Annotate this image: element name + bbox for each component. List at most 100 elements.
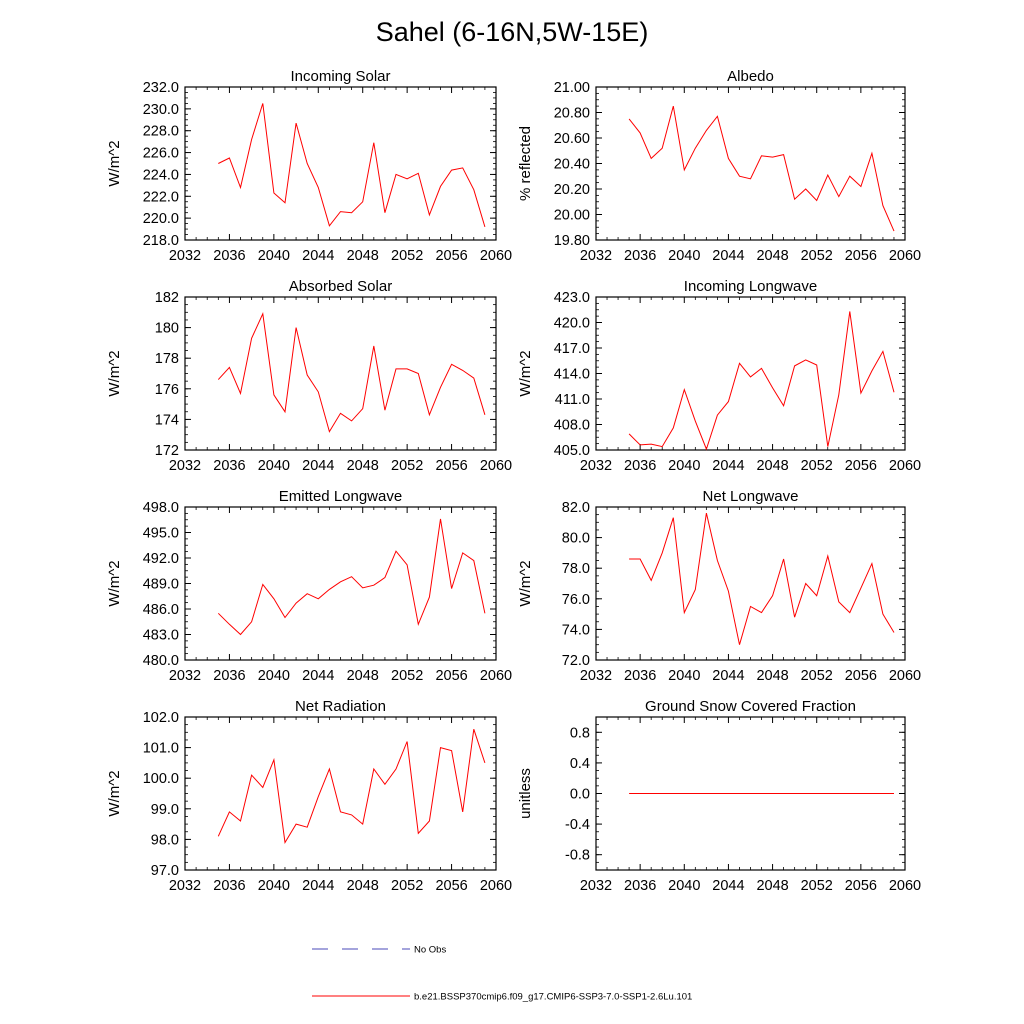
y-tick-label: 222.0 <box>143 189 179 205</box>
x-tick-label: 2044 <box>712 458 744 474</box>
y-axis-label: % reflected <box>517 126 534 201</box>
plot-frame <box>184 716 497 871</box>
chart-panel-6: Net Longwave W/m^2 2032 2036 2040 2044 2048 205… <box>517 488 921 684</box>
series-line <box>217 518 486 636</box>
y-tick-label: 19.80 <box>554 233 590 249</box>
y-tick-label: -0.4 <box>565 817 590 833</box>
y-tick-label: 483.0 <box>143 628 179 644</box>
panel-title: Albedo <box>727 68 774 85</box>
x-tick-label: 2056 <box>435 458 467 474</box>
y-tick-label: 226.0 <box>143 146 179 162</box>
plot-frame <box>595 506 906 661</box>
x-tick-label: 2036 <box>624 668 656 684</box>
x-tick-label: 2044 <box>712 248 744 264</box>
y-tick-label: 228.0 <box>143 124 179 140</box>
chart-panel-5: Emitted Longwave W/m^2 2032 2036 2040 2044 204… <box>106 488 512 684</box>
x-tick-label: 2040 <box>258 668 290 684</box>
y-tick-label: 97.0 <box>151 863 179 879</box>
y-axis-label: unitless <box>517 768 534 819</box>
y-tick-label: 172 <box>155 443 179 459</box>
y-tick-label: 420.0 <box>554 316 590 332</box>
x-tick-label: 2032 <box>169 878 201 894</box>
y-tick-label: 0.0 <box>570 787 590 803</box>
x-tick-label: 2036 <box>624 878 656 894</box>
x-tick-label: 2060 <box>480 248 512 264</box>
x-tick-label: 2040 <box>258 878 290 894</box>
y-tick-label: 174 <box>155 412 179 428</box>
x-tick-label: 2060 <box>889 248 921 264</box>
x-tick-label: 2048 <box>347 458 379 474</box>
chart-panel-8: Ground Snow Covered Fraction unitless 2032… <box>517 698 921 894</box>
y-tick-label: 495.0 <box>143 526 179 542</box>
x-tick-label: 2048 <box>347 878 379 894</box>
x-tick-label: 2032 <box>580 668 612 684</box>
y-tick-label: 411.0 <box>555 392 590 408</box>
y-tick-label: 74.0 <box>562 622 590 638</box>
y-tick-label: 417.0 <box>554 341 590 357</box>
y-tick-label: 414.0 <box>554 367 590 383</box>
x-tick-label: 2032 <box>169 248 201 264</box>
x-tick-label: 2056 <box>435 248 467 264</box>
panel-title: Incoming Longwave <box>684 278 817 295</box>
x-tick-label: 2044 <box>302 248 334 264</box>
x-tick-label: 2048 <box>756 458 788 474</box>
y-tick-label: 182 <box>155 290 179 306</box>
legend: No Obs b.e21.BSSP370cmip6.f09_g17.CMIP6-S… <box>312 945 692 1003</box>
chart-panel-7: Net Radiation W/m^2 2032 2036 2040 2044 2048 20… <box>106 698 512 894</box>
y-tick-label: 20.20 <box>554 182 590 198</box>
y-tick-label: 102.0 <box>143 710 179 726</box>
y-tick-label: 176 <box>155 382 179 398</box>
y-tick-label: 72.0 <box>562 653 590 669</box>
x-tick-label: 2048 <box>756 668 788 684</box>
panels: Incoming Solar W/m^2 2032 2036 2040 2044 2048 2… <box>106 68 921 894</box>
x-tick-label: 2056 <box>435 878 467 894</box>
y-axis-label: W/m^2 <box>106 770 123 816</box>
x-tick-label: 2060 <box>480 878 512 894</box>
y-tick-label: 21.00 <box>554 80 590 96</box>
x-tick-label: 2060 <box>889 668 921 684</box>
y-tick-label: 76.0 <box>562 592 590 608</box>
y-axis-label: W/m^2 <box>106 350 123 396</box>
series-line <box>218 103 486 228</box>
series-line <box>217 312 486 433</box>
x-tick-label: 2052 <box>391 248 423 264</box>
panel-title: Net Radiation <box>295 698 386 715</box>
y-axis-label: W/m^2 <box>517 350 534 396</box>
x-tick-label: 2032 <box>169 458 201 474</box>
y-tick-label: 492.0 <box>143 551 179 567</box>
y-tick-label: 230.0 <box>143 102 179 118</box>
x-tick-label: 2032 <box>169 668 201 684</box>
x-tick-label: 2048 <box>756 878 788 894</box>
chart-panel-1: Incoming Solar W/m^2 2032 2036 2040 2044 2048 2… <box>106 68 512 264</box>
chart-panel-3: Absorbed Solar W/m^2 2032 2036 2040 2044 2048 2… <box>106 278 512 474</box>
x-tick-label: 2032 <box>580 458 612 474</box>
y-tick-label: 224.0 <box>143 167 179 183</box>
x-tick-label: 2040 <box>668 458 700 474</box>
y-tick-label: 489.0 <box>143 577 179 593</box>
x-tick-label: 2060 <box>480 668 512 684</box>
y-tick-label: 220.0 <box>143 211 179 227</box>
x-tick-label: 2032 <box>580 248 612 264</box>
x-tick-label: 2044 <box>302 668 334 684</box>
legend-label-1: No Obs <box>414 945 446 956</box>
x-tick-label: 2048 <box>756 248 788 264</box>
x-tick-label: 2052 <box>801 878 833 894</box>
y-tick-label: 0.4 <box>570 756 590 772</box>
y-tick-label: 20.00 <box>554 208 590 224</box>
x-tick-label: 2044 <box>712 668 744 684</box>
series-line <box>217 729 486 844</box>
x-tick-label: 2044 <box>302 878 334 894</box>
x-tick-label: 2056 <box>845 458 877 474</box>
y-tick-label: 78.0 <box>562 561 590 577</box>
figure-title: Sahel (6-16N,5W-15E) <box>376 17 649 47</box>
y-tick-label: 98.0 <box>151 832 179 848</box>
y-tick-label: 480.0 <box>143 653 179 669</box>
x-tick-label: 2052 <box>391 878 423 894</box>
x-tick-label: 2056 <box>845 248 877 264</box>
panel-title: Emitted Longwave <box>279 488 402 505</box>
y-tick-label: 232.0 <box>143 80 179 96</box>
y-tick-label: 423.0 <box>554 290 590 306</box>
panel-title: Absorbed Solar <box>289 278 392 295</box>
y-tick-label: 498.0 <box>143 500 179 516</box>
plot-frame <box>184 506 497 661</box>
